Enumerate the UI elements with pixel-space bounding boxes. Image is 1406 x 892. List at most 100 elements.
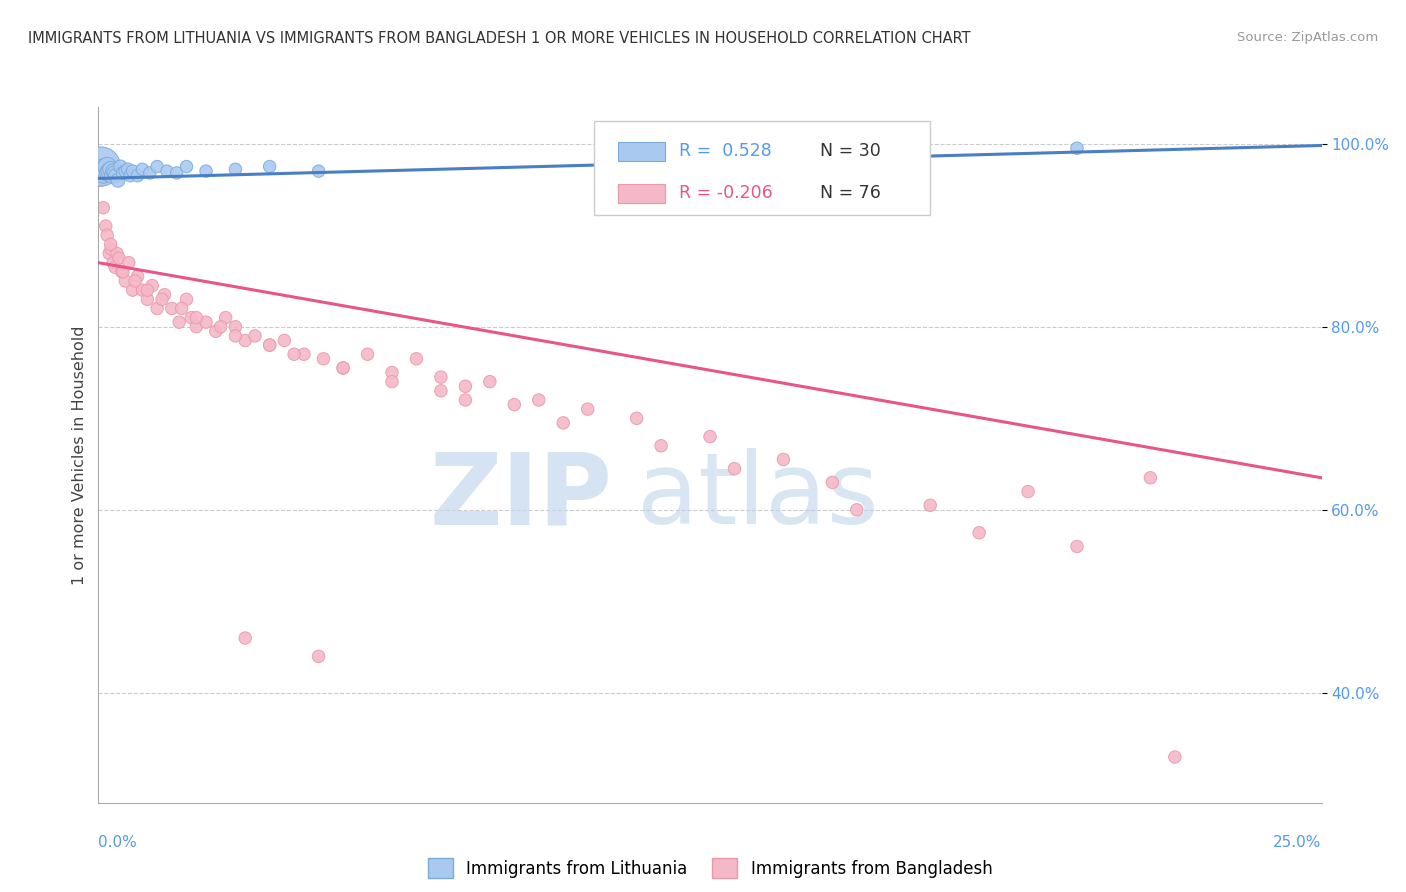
Point [107,173,129,187]
Point [124,274,146,288]
Point [186,310,208,325]
Text: atlas: atlas [637,448,879,545]
Text: R =  0.528: R = 0.528 [679,142,772,160]
Point [576,402,599,417]
Point [97,166,120,180]
Point [821,475,844,490]
Point [139,166,162,180]
Point [1017,484,1039,499]
Point [233,631,256,645]
Point [224,319,246,334]
Text: ZIP: ZIP [429,448,612,545]
Point [308,649,330,664]
Point [233,334,256,348]
Point [111,265,134,279]
Point [195,164,218,178]
Point [650,439,672,453]
Point [381,375,404,389]
Point [104,169,127,183]
Point [146,160,169,174]
Y-axis label: 1 or more Vehicles in Household: 1 or more Vehicles in Household [72,326,87,584]
Point [381,366,404,380]
Point [176,160,198,174]
Point [146,301,169,316]
Point [772,452,794,467]
Point [224,329,246,343]
Point [195,315,218,329]
Point [160,301,183,316]
FancyBboxPatch shape [593,121,931,215]
Point [114,274,136,288]
Point [114,164,136,178]
Point [150,293,173,307]
Point [259,160,281,174]
Point [108,251,131,265]
Point [553,416,575,430]
Point [273,334,295,348]
Point [96,160,118,174]
Point [920,498,942,512]
Point [127,269,149,284]
Point [186,319,208,334]
Point [110,160,132,174]
Point [214,310,236,325]
Text: 0.0%: 0.0% [98,836,138,850]
Point [153,287,176,301]
Point [527,392,550,407]
Point [111,166,134,180]
Point [430,370,453,384]
Point [454,392,477,407]
Point [259,338,281,352]
Point [283,347,305,361]
Text: N = 76: N = 76 [820,184,882,202]
Point [967,525,990,540]
Point [209,319,232,334]
Point [405,351,427,366]
Point [430,384,453,398]
Point [136,283,159,297]
Point [1066,141,1088,155]
Point [104,260,127,275]
Point [308,164,330,178]
Point [91,201,114,215]
Point [176,293,198,307]
Point [136,293,159,307]
Point [332,361,354,376]
Point [100,162,122,177]
Text: N = 30: N = 30 [820,142,882,160]
Point [100,242,122,256]
Point [205,324,228,338]
Point [170,301,193,316]
Point [111,265,134,279]
Point [101,255,124,269]
Point [180,310,202,325]
Point [117,162,139,177]
Point [118,255,141,269]
Point [454,379,477,393]
Point [224,162,246,177]
Point [131,283,153,297]
Text: R = -0.206: R = -0.206 [679,184,773,202]
Point [94,219,117,233]
Point [626,411,648,425]
Bar [619,142,665,161]
Point [127,169,149,183]
Point [91,164,114,178]
Bar [619,184,665,203]
Point [90,173,112,187]
Point [101,164,124,178]
Point [1139,471,1161,485]
Point [167,315,190,329]
Point [90,160,112,174]
Point [121,283,143,297]
Legend: Immigrants from Lithuania, Immigrants from Bangladesh: Immigrants from Lithuania, Immigrants fr… [420,851,1000,885]
Point [259,338,281,352]
Point [98,164,121,178]
Point [243,329,266,343]
Point [1066,540,1088,554]
Text: 25.0%: 25.0% [1274,836,1322,850]
Text: IMMIGRANTS FROM LITHUANIA VS IMMIGRANTS FROM BANGLADESH 1 OR MORE VEHICLES IN HO: IMMIGRANTS FROM LITHUANIA VS IMMIGRANTS … [28,31,970,46]
Point [98,246,121,260]
Point [94,162,117,177]
Point [356,347,378,361]
